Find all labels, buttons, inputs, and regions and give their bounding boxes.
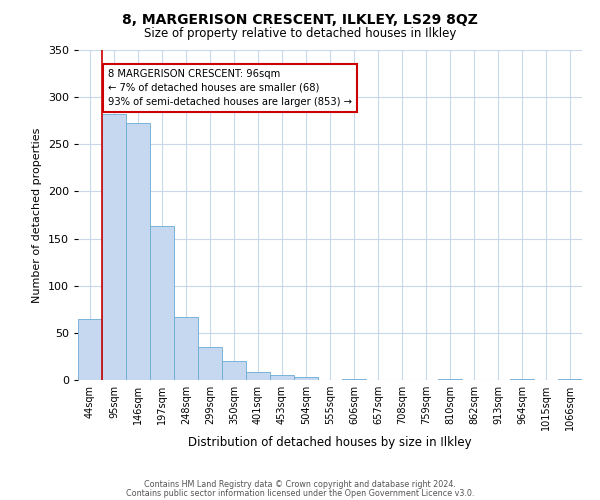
Text: 8, MARGERISON CRESCENT, ILKLEY, LS29 8QZ: 8, MARGERISON CRESCENT, ILKLEY, LS29 8QZ bbox=[122, 12, 478, 26]
Bar bbox=[198, 347, 222, 380]
Y-axis label: Number of detached properties: Number of detached properties bbox=[32, 128, 42, 302]
Bar bbox=[150, 226, 174, 380]
Bar bbox=[438, 379, 462, 380]
Text: Contains HM Land Registry data © Crown copyright and database right 2024.: Contains HM Land Registry data © Crown c… bbox=[144, 480, 456, 489]
Bar bbox=[342, 379, 366, 380]
Bar bbox=[294, 377, 318, 380]
Text: Size of property relative to detached houses in Ilkley: Size of property relative to detached ho… bbox=[144, 28, 456, 40]
Bar bbox=[558, 379, 582, 380]
Bar bbox=[246, 372, 270, 380]
Bar bbox=[270, 376, 294, 380]
Bar bbox=[510, 379, 534, 380]
Text: 8 MARGERISON CRESCENT: 96sqm
← 7% of detached houses are smaller (68)
93% of sem: 8 MARGERISON CRESCENT: 96sqm ← 7% of det… bbox=[108, 69, 352, 107]
X-axis label: Distribution of detached houses by size in Ilkley: Distribution of detached houses by size … bbox=[188, 436, 472, 449]
Bar bbox=[174, 317, 198, 380]
Bar bbox=[222, 361, 246, 380]
Bar bbox=[102, 114, 126, 380]
Bar bbox=[78, 318, 102, 380]
Text: Contains public sector information licensed under the Open Government Licence v3: Contains public sector information licen… bbox=[126, 488, 474, 498]
Bar bbox=[126, 122, 150, 380]
